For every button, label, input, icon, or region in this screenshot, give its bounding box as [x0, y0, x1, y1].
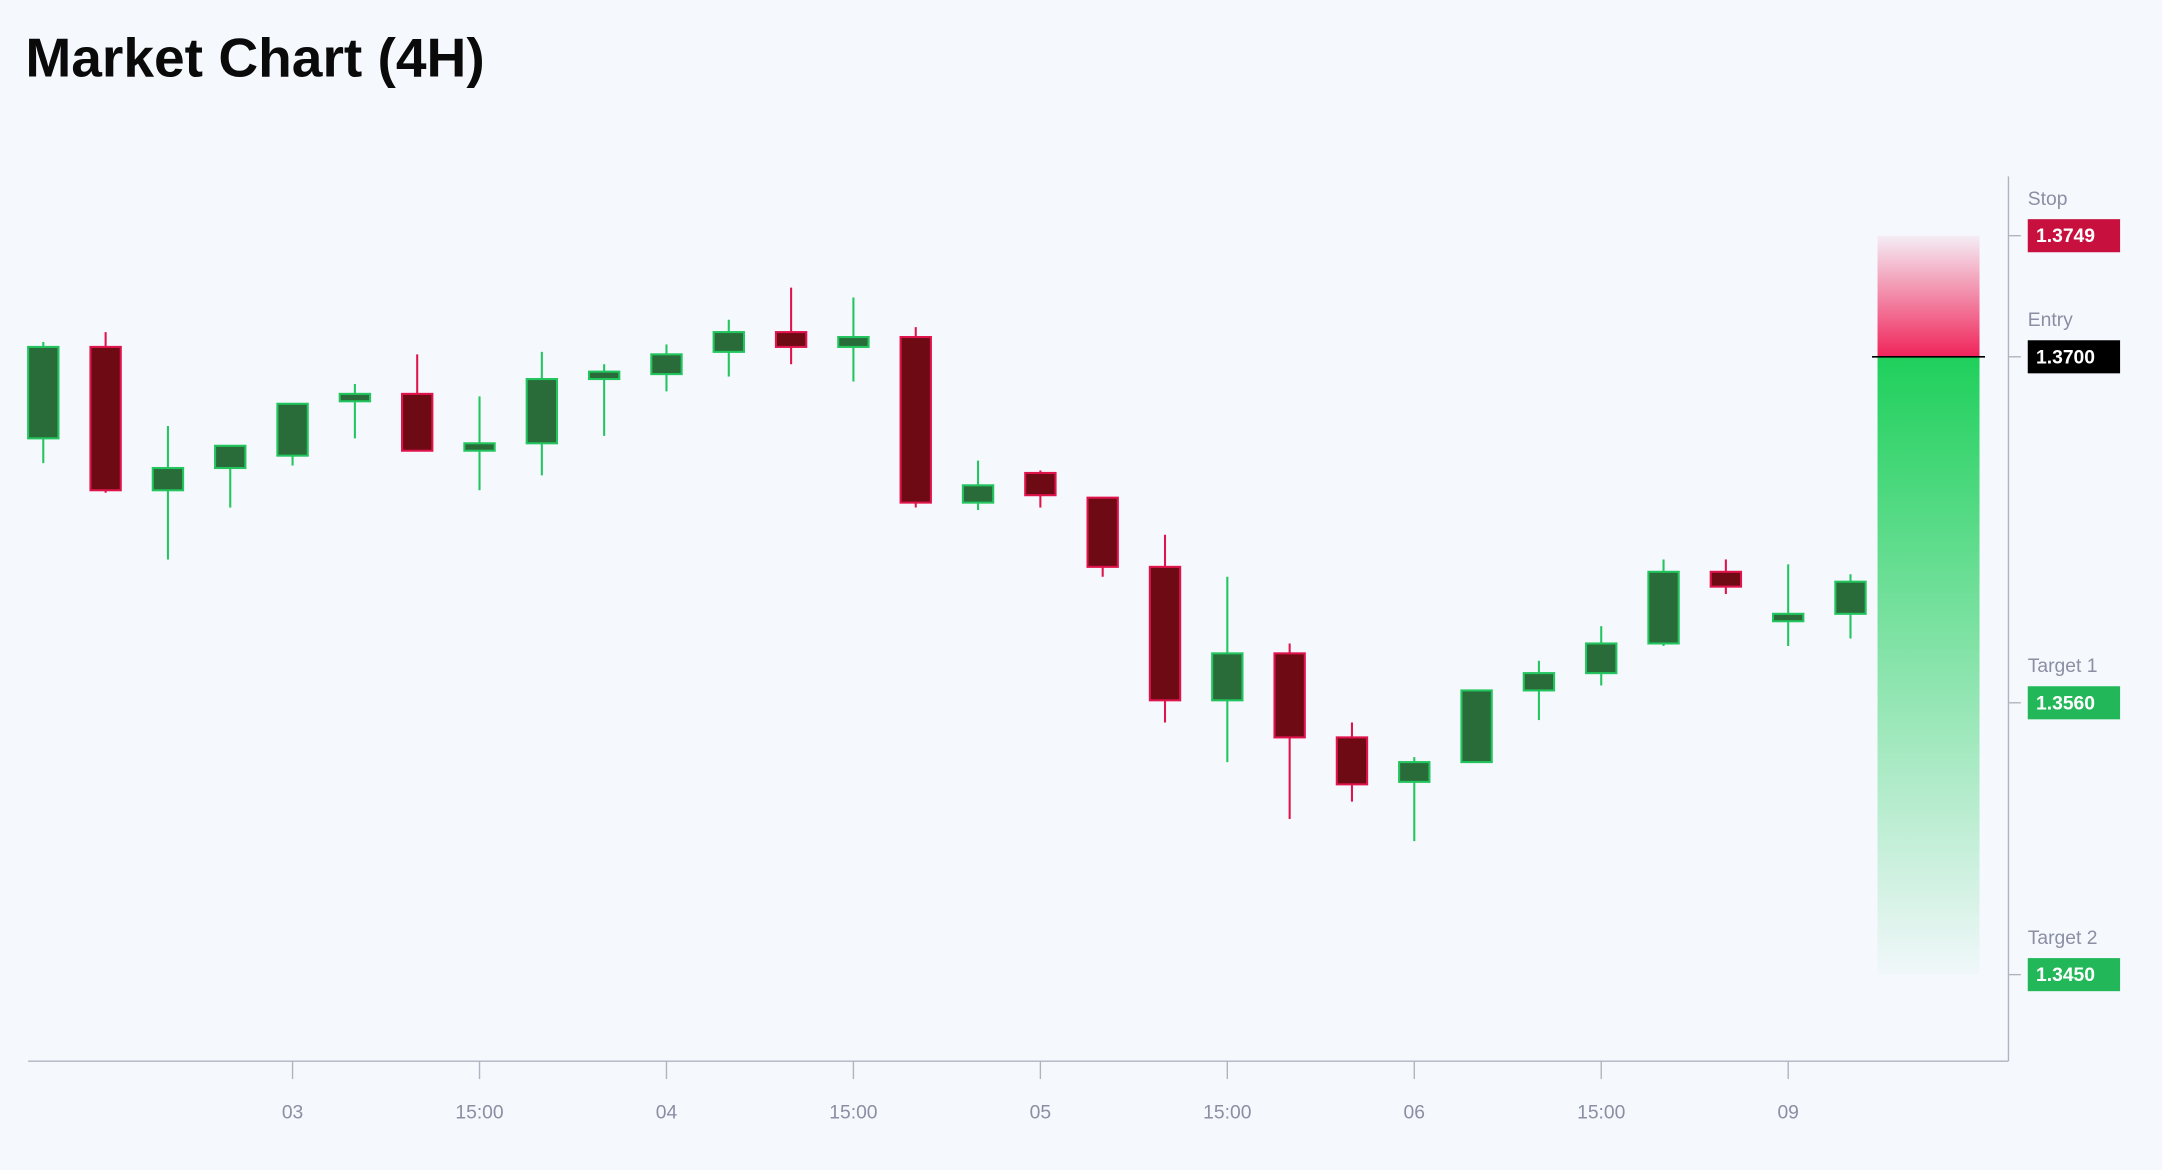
- candle-body: [837, 335, 870, 348]
- x-tick-label: 15:00: [455, 1103, 503, 1124]
- candle-body: [463, 442, 496, 452]
- candle-body: [1647, 570, 1680, 645]
- candle-body: [961, 484, 995, 504]
- level-name: Stop: [2028, 189, 2068, 210]
- level-box: [2027, 219, 2121, 253]
- candle-body: [214, 444, 247, 470]
- candle-body: [276, 402, 309, 457]
- candle-body: [338, 392, 372, 403]
- candle-body: [27, 345, 60, 440]
- candle-body: [650, 353, 683, 376]
- candle-body: [1211, 652, 1244, 702]
- x-tick-label: 04: [656, 1103, 678, 1124]
- level-name: Entry: [2028, 310, 2073, 331]
- candle-body: [1273, 652, 1306, 739]
- reward-zone: [1877, 356, 1980, 975]
- candle-body: [1709, 570, 1743, 588]
- candle-body: [899, 335, 932, 504]
- candle-body: [1398, 761, 1431, 783]
- candle-body: [1460, 689, 1493, 764]
- level-value: 1.3450: [2036, 965, 2095, 986]
- level-box: [2027, 958, 2121, 992]
- candle-body: [1585, 642, 1618, 675]
- candle-body: [525, 378, 559, 445]
- candle-body: [89, 345, 122, 492]
- level-name: Target 2: [2028, 928, 2098, 949]
- candle-body: [1148, 565, 1182, 702]
- candle-body: [1024, 471, 1057, 497]
- x-tick-label: 15:00: [829, 1103, 877, 1124]
- x-tick-label: 05: [1030, 1103, 1051, 1124]
- candle-body: [1771, 612, 1805, 623]
- candle-body: [712, 331, 745, 353]
- level-value: 1.3700: [2036, 347, 2095, 368]
- x-tick-label: 15:00: [1577, 1103, 1625, 1124]
- level-box: [2027, 686, 2121, 720]
- candle-body: [1335, 736, 1369, 786]
- level-value: 1.3560: [2036, 693, 2095, 714]
- level-value: 1.3749: [2036, 226, 2095, 247]
- x-tick-label: 09: [1777, 1103, 1798, 1124]
- candle-body: [1834, 580, 1867, 615]
- level-name: Target 1: [2028, 656, 2098, 677]
- candle-body: [1086, 496, 1119, 568]
- candle-body: [587, 370, 621, 381]
- candle-body: [1522, 672, 1556, 692]
- risk-zone: [1877, 235, 1980, 357]
- level-box: [2027, 340, 2121, 374]
- candle-body: [774, 331, 808, 348]
- chart-title: Market Chart (4H): [25, 27, 484, 89]
- x-tick-label: 06: [1404, 1103, 1425, 1124]
- x-tick-label: 03: [282, 1103, 303, 1124]
- candle-body: [151, 466, 185, 492]
- x-tick-label: 15:00: [1203, 1103, 1251, 1124]
- candle-body: [401, 392, 434, 452]
